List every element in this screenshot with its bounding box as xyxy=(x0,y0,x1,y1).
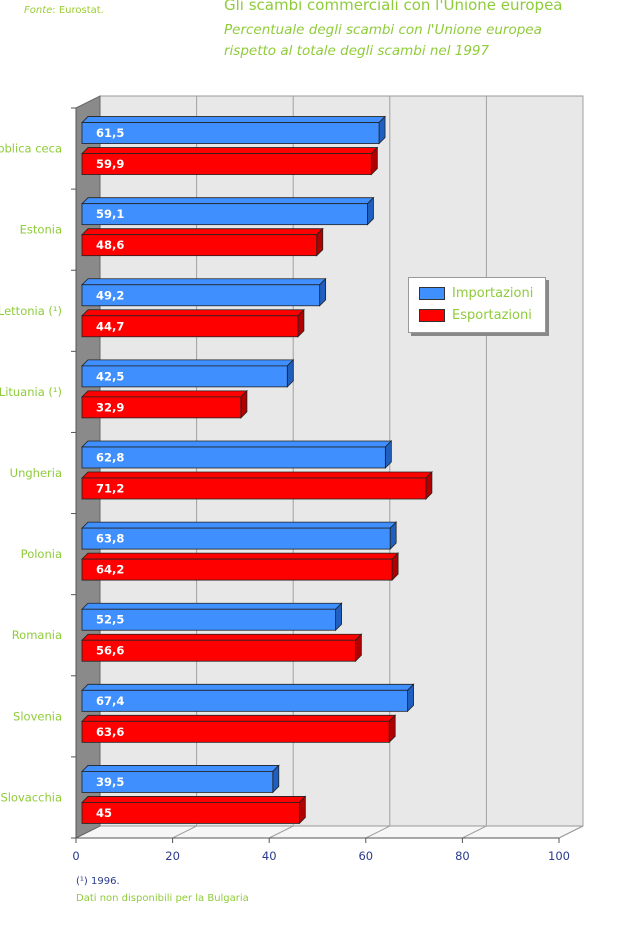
bar-label-exports-8: 45 xyxy=(96,806,112,820)
bar-imports-5 xyxy=(81,527,391,550)
bar-label-exports-3: 32,9 xyxy=(96,400,124,414)
bar-top-0-0 xyxy=(81,116,387,123)
bar-exports-8 xyxy=(81,802,300,824)
bar-label-exports-1: 48,6 xyxy=(96,238,124,252)
legend: Importazioni Esportazioni xyxy=(408,277,546,333)
bar-top-1-0 xyxy=(81,147,379,154)
bar-label-imports-8: 39,5 xyxy=(96,775,124,789)
bar-top-1-3 xyxy=(81,390,248,398)
bar-imports-0 xyxy=(81,122,380,144)
bar-exports-3 xyxy=(81,396,242,419)
bar-label-exports-6: 56,6 xyxy=(96,644,124,658)
bar-imports-3 xyxy=(81,365,288,388)
bar-label-imports-5: 63,8 xyxy=(96,532,124,546)
category-label-5: Polonia xyxy=(21,547,62,561)
category-label-4: Ungheria xyxy=(10,466,62,480)
gridline-floor-80 xyxy=(462,825,487,839)
category-label-8: Slovacchia xyxy=(0,790,62,804)
bar-top-0-4 xyxy=(81,440,393,448)
bar-top-0-2 xyxy=(81,278,327,286)
legend-label-exports: Esportazioni xyxy=(452,308,532,323)
footnote-bulgaria: Dati non disponibili per la Bulgaria xyxy=(76,893,249,904)
bar-label-exports-0: 59,9 xyxy=(96,157,124,171)
category-label-6: Romania xyxy=(12,628,62,642)
gridline-floor-100 xyxy=(558,825,584,839)
chart-subtitle: Percentuale degli scambi con l'Unione eu… xyxy=(224,22,542,59)
bar-label-exports-2: 44,7 xyxy=(96,319,124,333)
x-tick-label-60: 60 xyxy=(358,849,373,863)
category-label-3: Lituania (¹) xyxy=(0,385,62,399)
bar-label-imports-7: 67,4 xyxy=(96,694,124,708)
bar-imports-6 xyxy=(81,608,336,631)
source-text: : Eurostat. xyxy=(52,5,104,16)
bar-top-0-8 xyxy=(81,765,280,772)
bar-label-imports-0: 61,5 xyxy=(96,126,124,140)
bar-imports-4 xyxy=(81,446,386,469)
bar-exports-7 xyxy=(81,720,390,743)
bar-top-0-1 xyxy=(81,197,375,205)
x-tick-label-100: 100 xyxy=(548,849,570,863)
bar-imports-8 xyxy=(81,771,274,793)
bar-exports-1 xyxy=(81,234,318,257)
x-tick-label-20: 20 xyxy=(165,849,180,863)
gridline-floor-20 xyxy=(172,825,197,839)
bar-label-imports-3: 42,5 xyxy=(96,369,124,383)
legend-swatch-imports xyxy=(419,287,445,300)
bar-label-imports-4: 62,8 xyxy=(96,451,124,465)
gridline-floor-40 xyxy=(268,825,294,839)
bar-top-0-7 xyxy=(81,683,415,691)
bar-exports-2 xyxy=(81,315,299,338)
bar-exports-4 xyxy=(81,477,427,500)
bar-top-1-5 xyxy=(81,552,400,560)
chart-title: Gli scambi commerciali con l'Unione euro… xyxy=(224,0,563,14)
category-label-7: Slovenia xyxy=(13,709,62,723)
bar-top-1-6 xyxy=(81,633,363,641)
x-tick-label-0: 0 xyxy=(72,849,79,863)
category-label-1: Estonia xyxy=(20,223,62,237)
bar-label-imports-2: 49,2 xyxy=(96,288,124,302)
bar-label-imports-6: 52,5 xyxy=(96,613,124,627)
legend-swatch-exports xyxy=(419,309,445,322)
bar-top-1-7 xyxy=(81,714,397,722)
category-label-2: Lettonia (¹) xyxy=(0,304,62,318)
bar-label-imports-1: 59,1 xyxy=(96,207,124,221)
chart-floor xyxy=(75,825,584,839)
x-tick-label-40: 40 xyxy=(262,849,277,863)
bar-imports-1 xyxy=(81,203,368,226)
bar-exports-5 xyxy=(81,558,393,581)
bar-exports-0 xyxy=(81,153,372,175)
bar-top-0-3 xyxy=(81,359,295,367)
bar-top-0-6 xyxy=(81,602,343,610)
footnote-1996: (¹) 1996. xyxy=(76,876,120,887)
source-note: Fonte: Eurostat. xyxy=(24,5,104,16)
bar-exports-6 xyxy=(81,639,356,662)
bar-top-1-4 xyxy=(81,471,433,479)
bar-imports-7 xyxy=(81,689,408,712)
bar-label-exports-7: 63,6 xyxy=(96,725,124,739)
bar-imports-2 xyxy=(81,284,321,307)
bar-top-0-5 xyxy=(81,521,398,529)
gridline-floor-60 xyxy=(365,825,391,839)
bar-top-1-2 xyxy=(81,309,305,317)
legend-label-imports: Importazioni xyxy=(452,286,534,301)
bar-label-exports-4: 71,2 xyxy=(96,482,124,496)
legend-item-exports: Esportazioni xyxy=(419,308,532,323)
source-prefix: Fonte xyxy=(24,5,53,16)
x-tick-label-80: 80 xyxy=(455,849,470,863)
bar-top-1-8 xyxy=(81,796,307,803)
bar-top-1-1 xyxy=(81,228,324,236)
category-label-0: ubblica ceca xyxy=(0,142,62,156)
bar-label-exports-5: 64,2 xyxy=(96,563,124,577)
legend-item-imports: Importazioni xyxy=(419,286,533,301)
